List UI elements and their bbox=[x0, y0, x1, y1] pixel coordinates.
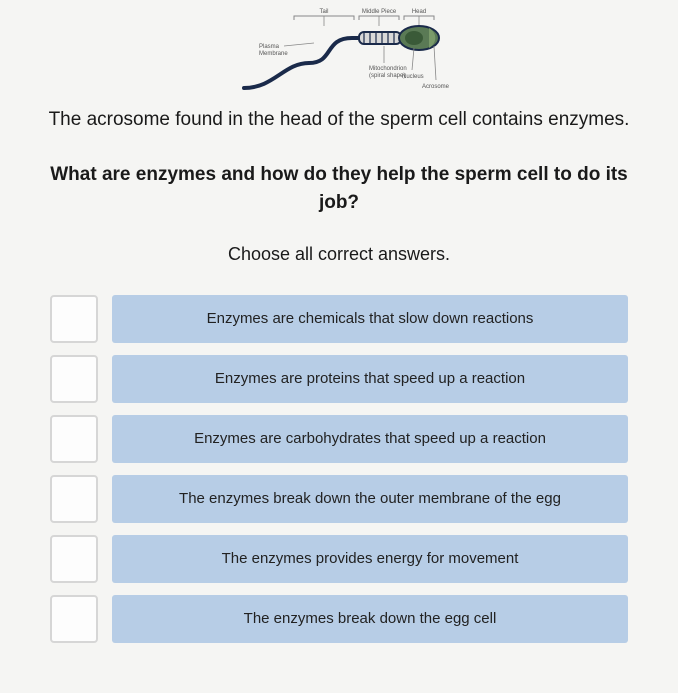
option-row: The enzymes provides energy for movement bbox=[50, 535, 628, 583]
option-checkbox-0[interactable] bbox=[50, 295, 98, 343]
option-label-0[interactable]: Enzymes are chemicals that slow down rea… bbox=[112, 295, 628, 343]
option-row: Enzymes are carbohydrates that speed up … bbox=[50, 415, 628, 463]
sperm-middle-piece bbox=[359, 32, 401, 44]
option-label-5[interactable]: The enzymes break down the egg cell bbox=[112, 595, 628, 643]
option-row: Enzymes are proteins that speed up a rea… bbox=[50, 355, 628, 403]
option-label-2[interactable]: Enzymes are carbohydrates that speed up … bbox=[112, 415, 628, 463]
svg-text:(spiral shape): (spiral shape) bbox=[369, 73, 405, 79]
option-row: The enzymes break down the egg cell bbox=[50, 595, 628, 643]
option-row: Enzymes are chemicals that slow down rea… bbox=[50, 295, 628, 343]
sperm-cell-svg: Tail Middle Piece Head Plasma Me bbox=[224, 8, 454, 98]
option-label-1[interactable]: Enzymes are proteins that speed up a rea… bbox=[112, 355, 628, 403]
diagram-label-middle: Middle Piece bbox=[362, 9, 397, 15]
option-checkbox-4[interactable] bbox=[50, 535, 98, 583]
option-checkbox-2[interactable] bbox=[50, 415, 98, 463]
instruction-text: Choose all correct answers. bbox=[30, 244, 648, 265]
diagram-label-tail: Tail bbox=[319, 9, 328, 15]
option-checkbox-5[interactable] bbox=[50, 595, 98, 643]
question-text: What are enzymes and how do they help th… bbox=[30, 161, 648, 218]
diagram-label-acrosome: Acrosome bbox=[422, 84, 450, 90]
sperm-nucleus bbox=[405, 31, 423, 45]
option-label-4[interactable]: The enzymes provides energy for movement bbox=[112, 535, 628, 583]
options-list: Enzymes are chemicals that slow down rea… bbox=[30, 295, 648, 643]
option-row: The enzymes break down the outer membran… bbox=[50, 475, 628, 523]
diagram-label-head: Head bbox=[412, 9, 426, 15]
diagram-label-mito: Mitochondrion bbox=[369, 66, 407, 72]
diagram-label-nucleus: Nucleus bbox=[402, 74, 424, 80]
svg-text:Membrane: Membrane bbox=[259, 51, 288, 57]
option-checkbox-1[interactable] bbox=[50, 355, 98, 403]
option-label-3[interactable]: The enzymes break down the outer membran… bbox=[112, 475, 628, 523]
option-checkbox-3[interactable] bbox=[50, 475, 98, 523]
diagram-label-plasma: Plasma bbox=[259, 44, 280, 50]
sperm-diagram: Tail Middle Piece Head Plasma Me bbox=[30, 8, 648, 98]
statement-text: The acrosome found in the head of the sp… bbox=[30, 106, 648, 135]
